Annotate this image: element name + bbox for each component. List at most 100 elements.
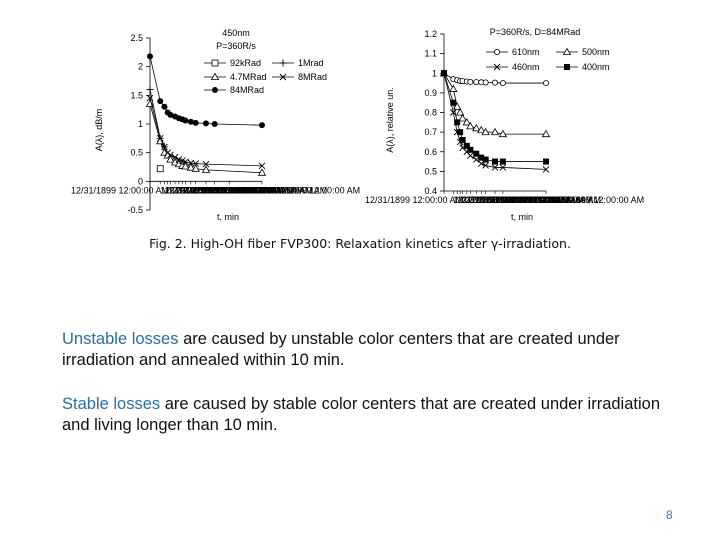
chart-title: P=360R/s, D=84MRad (490, 27, 581, 37)
y-tick-label: 1 (138, 119, 143, 129)
x-tick-label: 12/31/1899 12:00:00 AM (365, 195, 463, 205)
data-point-400nm (467, 146, 474, 153)
legend-marker (493, 63, 501, 71)
data-point-84MRad (167, 111, 174, 118)
legend-marker (210, 72, 220, 80)
data-point-400nm (441, 70, 447, 77)
y-axis-label: A(λ), relative un. (385, 87, 395, 153)
data-point-610nm (482, 79, 489, 86)
data-point-500nm (449, 84, 458, 92)
data-point-84MRad (259, 122, 265, 129)
series-610nm (441, 70, 549, 87)
y-axis-label: A(λ), dB/m (94, 109, 104, 152)
legend-label: 400nm (582, 62, 610, 72)
y-tick-label: 1 (432, 68, 437, 78)
data-point-400nm (473, 150, 480, 157)
chart-annotation-line: P=360R/s (216, 41, 256, 51)
data-point-460nm (467, 152, 474, 159)
data-point-400nm (478, 154, 485, 161)
series-92kRad (156, 165, 164, 173)
data-point-8MRad (182, 158, 189, 166)
x-tick-label: 12/31/1899 12:00:00 AM (160, 185, 258, 195)
x-tick-label: 12/31/1899 12:00:00 AM (175, 185, 273, 195)
series-500nm (439, 68, 551, 138)
y-tick-label: 0.4 (424, 186, 437, 196)
x-tick-label: 12/31/1899 12:00:00 AM (206, 185, 304, 195)
paragraph-unstable: Unstable losses are caused by unstable c… (62, 329, 692, 371)
legend-label: 500nm (582, 47, 610, 57)
y-tick-label: 0.8 (424, 108, 437, 118)
y-tick-label: 2.5 (130, 33, 143, 43)
x-axis-label: t, min (511, 212, 533, 222)
data-point-4.7MRad (166, 155, 175, 163)
y-tick-label: 2 (138, 62, 143, 72)
data-point-400nm (543, 158, 549, 165)
legend-label: 1Mrad (298, 58, 324, 68)
data-point-4.7MRad (201, 165, 211, 173)
data-point-84MRad (192, 119, 199, 126)
legend-marker (562, 47, 572, 55)
legend-marker (493, 49, 500, 56)
x-tick-label: 12/31/1899 12:00:00 AM (168, 185, 266, 195)
data-point-460nm (542, 166, 550, 173)
data-point-400nm (492, 158, 498, 165)
x-tick-label: 12/31/1899 12:00:00 AM (185, 185, 283, 195)
data-point-500nm (462, 118, 471, 126)
x-tick-label: 12/31/1899 12:00:00 AM (71, 185, 169, 195)
left-chart: -0.5 0 0.5 1 1.5 2 2.5 12/31/1899 12:00:00 AM 12… (0, 0, 360, 230)
series-400nm (441, 70, 549, 165)
x-tick-label: 12/31/1899 12:00:00 AM (164, 185, 262, 195)
figure-caption: Fig. 2. High-OH fiber FVP300: Relaxation… (149, 236, 571, 251)
y-tick-label: 1.2 (424, 29, 437, 39)
legend-marker (279, 73, 287, 81)
paragraph-stable: Stable losses are caused by stable color… (62, 394, 692, 436)
data-point-460nm (491, 164, 499, 171)
data-point-8MRad (202, 160, 210, 168)
data-point-84MRad (182, 117, 189, 124)
paragraph-unstable-text: are caused by unstable color centers tha… (62, 330, 620, 369)
data-point-500nm (481, 127, 490, 136)
left-chart-svg: -0.500.511.522.512/31/1899 12:00:00 AM12… (71, 28, 360, 222)
data-point-610nm (542, 80, 549, 87)
y-tick-label: -0.5 (127, 205, 143, 215)
x-tick-label: 12/31/1899 12:00:00 AM (495, 195, 593, 205)
legend-label: 92kRad (230, 58, 261, 68)
legend-marker (564, 64, 570, 70)
x-tick-label: 12/31/1899 12:00:00 AM (503, 195, 601, 205)
x-tick-label: 12/31/1899 12:00:00 AM (457, 195, 555, 205)
data-point-92kRad (156, 165, 164, 173)
y-tick-label: 0.9 (424, 88, 437, 98)
legend-label: 460nm (512, 62, 540, 72)
data-point-400nm (450, 99, 457, 106)
x-tick-label: 12/31/1899 12:00:00 AM (196, 185, 294, 195)
data-point-400nm (499, 158, 506, 165)
data-point-84MRad (161, 103, 168, 110)
legend-label: 4.7MRad (230, 72, 267, 82)
data-point-1Mrad (146, 86, 154, 94)
x-tick-label: 12/31/1899 12:00:00 AM (182, 185, 280, 195)
data-point-500nm (490, 127, 500, 136)
data-point-400nm (457, 129, 464, 136)
data-point-84MRad (147, 53, 153, 60)
legend-label: 84MRad (230, 85, 264, 95)
x-tick-label: 12/31/1899 12:00:00 AM (262, 185, 360, 195)
y-tick-label: 0.6 (424, 147, 437, 157)
data-point-84MRad (187, 118, 194, 125)
data-point-400nm (482, 156, 489, 163)
x-tick-label: 12/31/1899 12:00:00 AM (470, 195, 568, 205)
data-point-4.7MRad (191, 164, 200, 172)
y-tick-label: 0 (138, 176, 143, 186)
legend-marker (212, 87, 218, 93)
x-tick-label: 12/31/1899 12:00:00 AM (481, 195, 579, 205)
data-point-500nm (455, 108, 465, 116)
data-point-610nm (467, 78, 474, 85)
data-point-500nm (477, 125, 486, 134)
data-point-84MRad (203, 120, 209, 127)
data-point-4.7MRad (257, 168, 267, 176)
x-tick-label: 12/31/1899 12:00:00 AM (229, 185, 327, 195)
x-axis-label: t, min (217, 212, 239, 222)
x-tick-label: 12/31/1899 12:00:00 AM (460, 195, 558, 205)
right-chart: 0.4 0.5 0.6 0.7 0.8 0.9 1 1.1 1.2 12/31/1899 12:0… (360, 0, 720, 230)
data-point-400nm (459, 136, 466, 143)
data-point-500nm (458, 114, 467, 122)
